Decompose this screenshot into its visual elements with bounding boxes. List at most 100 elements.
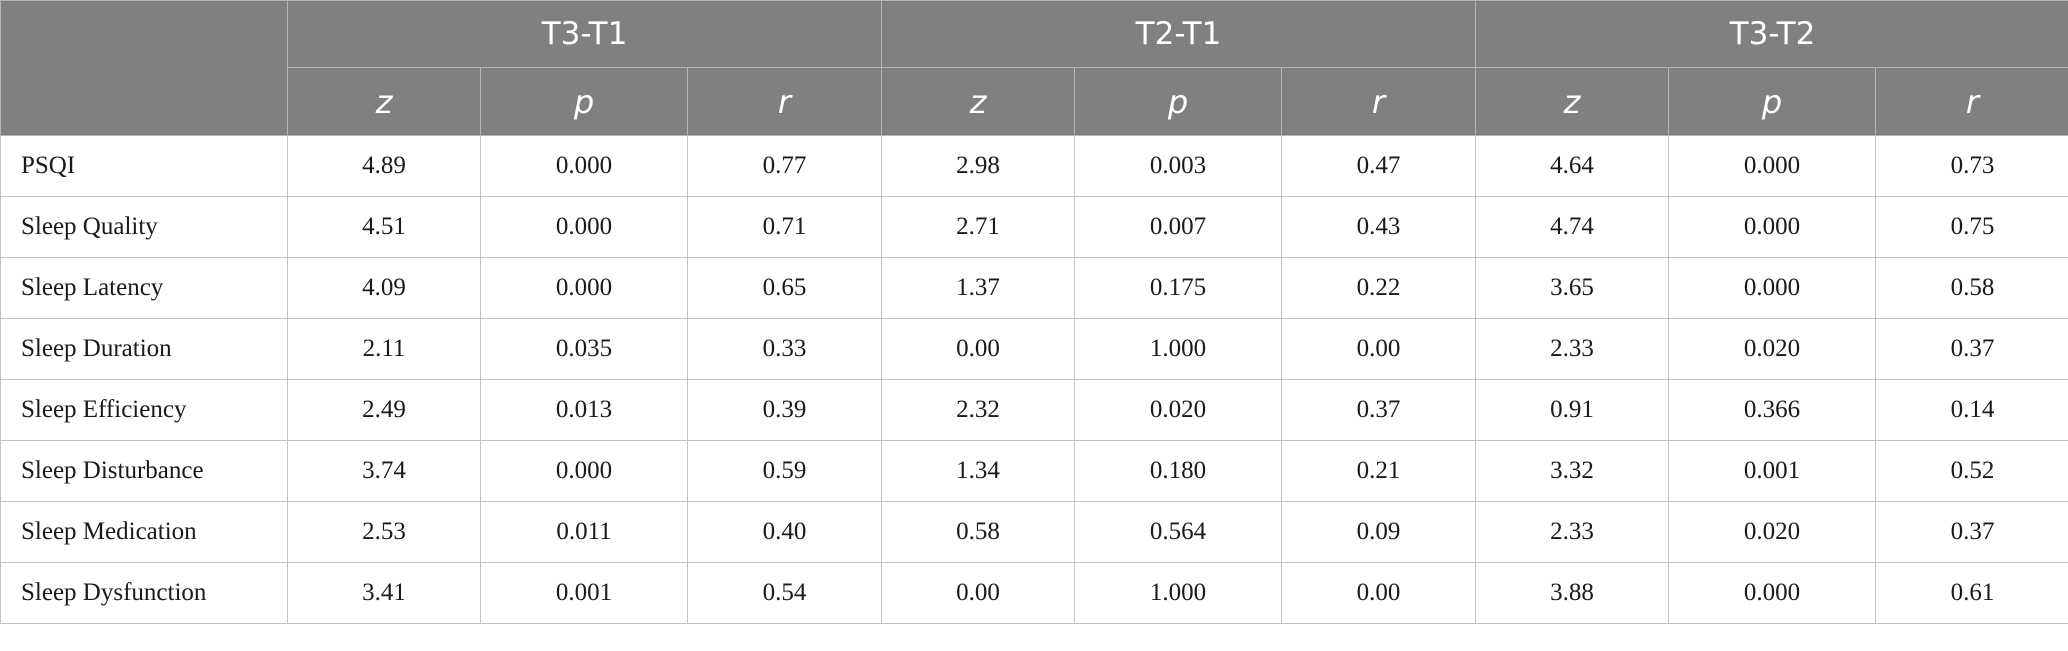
group-header-t3-t2: T3-T2: [1475, 0, 2068, 68]
row-label: Sleep Quality: [0, 196, 288, 258]
cell-t3-t2-p: 0.020: [1668, 318, 1876, 380]
cell-t2-t1-p: 0.003: [1074, 135, 1282, 197]
cell-t2-t1-r: 0.43: [1281, 196, 1476, 258]
cell-t2-t1-r: 0.37: [1281, 379, 1476, 441]
cell-t3-t1-z: 3.74: [287, 440, 481, 502]
cell-t3-t2-p: 0.000: [1668, 196, 1876, 258]
cell-t3-t1-r: 0.59: [687, 440, 882, 502]
cell-t3-t2-r: 0.52: [1875, 440, 2068, 502]
cell-t2-t1-p: 1.000: [1074, 318, 1282, 380]
table-row: Sleep Quality 4.51 0.000 0.71 2.71 0.007 0.43 4…: [0, 196, 2068, 258]
cell-t2-t1-z: 1.37: [881, 257, 1075, 319]
cell-t2-t1-r: 0.47: [1281, 135, 1476, 197]
header-corner-cell: [0, 0, 288, 136]
sub-header-p: p: [1668, 67, 1876, 136]
cell-t2-t1-z: 0.00: [881, 562, 1075, 624]
cell-t3-t2-p: 0.366: [1668, 379, 1876, 441]
sub-header-r: r: [1281, 67, 1476, 136]
row-label: Sleep Medication: [0, 501, 288, 563]
cell-t3-t1-r: 0.71: [687, 196, 882, 258]
cell-t3-t1-z: 2.11: [287, 318, 481, 380]
cell-t3-t1-z: 4.09: [287, 257, 481, 319]
sub-header-r: r: [1875, 67, 2068, 136]
cell-t3-t1-p: 0.000: [480, 196, 688, 258]
cell-t2-t1-p: 1.000: [1074, 562, 1282, 624]
cell-t2-t1-p: 0.175: [1074, 257, 1282, 319]
cell-t3-t2-z: 3.88: [1475, 562, 1669, 624]
cell-t2-t1-z: 1.34: [881, 440, 1075, 502]
cell-t3-t1-r: 0.77: [687, 135, 882, 197]
cell-t3-t1-r: 0.33: [687, 318, 882, 380]
table-body: PSQI 4.89 0.000 0.77 2.98 0.003 0.47 4.64 0.000 0…: [0, 135, 2068, 624]
cell-t3-t1-z: 4.51: [287, 196, 481, 258]
cell-t3-t2-p: 0.000: [1668, 135, 1876, 197]
cell-t3-t2-z: 2.33: [1475, 501, 1669, 563]
cell-t3-t2-z: 2.33: [1475, 318, 1669, 380]
sub-header-z: z: [881, 67, 1075, 136]
table-row: Sleep Disturbance 3.74 0.000 0.59 1.34 0.180 0…: [0, 440, 2068, 502]
cell-t3-t1-p: 0.000: [480, 135, 688, 197]
cell-t3-t2-r: 0.75: [1875, 196, 2068, 258]
cell-t3-t1-z: 2.49: [287, 379, 481, 441]
cell-t2-t1-p: 0.020: [1074, 379, 1282, 441]
sub-header-z: z: [1475, 67, 1669, 136]
cell-t3-t2-p: 0.020: [1668, 501, 1876, 563]
cell-t2-t1-p: 0.180: [1074, 440, 1282, 502]
row-label: Sleep Latency: [0, 257, 288, 319]
table-row: Sleep Medication 2.53 0.011 0.40 0.58 0.564 0.…: [0, 501, 2068, 563]
table-header: T3-T1 T2-T1 T3-T2 z p r z p r z p r: [0, 0, 2068, 136]
table-row: Sleep Efficiency 2.49 0.013 0.39 2.32 0.020 0.…: [0, 379, 2068, 441]
cell-t2-t1-r: 0.00: [1281, 562, 1476, 624]
cell-t2-t1-r: 0.21: [1281, 440, 1476, 502]
row-label: PSQI: [0, 135, 288, 197]
cell-t3-t2-p: 0.001: [1668, 440, 1876, 502]
cell-t3-t1-r: 0.40: [687, 501, 882, 563]
group-header-row: T3-T1 T2-T1 T3-T2: [0, 0, 2068, 136]
cell-t2-t1-r: 0.00: [1281, 318, 1476, 380]
cell-t2-t1-z: 0.00: [881, 318, 1075, 380]
results-table: T3-T1 T2-T1 T3-T2 z p r z p r z p r PSQI…: [0, 0, 2068, 624]
cell-t2-t1-p: 0.007: [1074, 196, 1282, 258]
cell-t3-t1-p: 0.000: [480, 257, 688, 319]
sub-header-p: p: [480, 67, 688, 136]
cell-t3-t1-p: 0.000: [480, 440, 688, 502]
cell-t3-t1-z: 3.41: [287, 562, 481, 624]
row-label: Sleep Disturbance: [0, 440, 288, 502]
table-row: Sleep Dysfunction 3.41 0.001 0.54 0.00 1.000 0…: [0, 562, 2068, 624]
table-row: Sleep Latency 4.09 0.000 0.65 1.37 0.175 0.22 3…: [0, 257, 2068, 319]
cell-t2-t1-z: 2.71: [881, 196, 1075, 258]
cell-t3-t2-z: 0.91: [1475, 379, 1669, 441]
table-row: Sleep Duration 2.11 0.035 0.33 0.00 1.000 0.00…: [0, 318, 2068, 380]
group-header-t3-t1: T3-T1: [287, 0, 882, 68]
cell-t3-t2-z: 3.65: [1475, 257, 1669, 319]
cell-t3-t1-r: 0.65: [687, 257, 882, 319]
table-row: PSQI 4.89 0.000 0.77 2.98 0.003 0.47 4.64 0.000 0…: [0, 135, 2068, 197]
row-label: Sleep Dysfunction: [0, 562, 288, 624]
cell-t3-t1-p: 0.001: [480, 562, 688, 624]
cell-t3-t2-r: 0.37: [1875, 501, 2068, 563]
cell-t3-t2-p: 0.000: [1668, 562, 1876, 624]
cell-t3-t1-p: 0.011: [480, 501, 688, 563]
cell-t3-t2-z: 4.64: [1475, 135, 1669, 197]
row-label: Sleep Efficiency: [0, 379, 288, 441]
cell-t3-t2-r: 0.61: [1875, 562, 2068, 624]
group-header-t2-t1: T2-T1: [881, 0, 1476, 68]
cell-t3-t2-r: 0.73: [1875, 135, 2068, 197]
cell-t3-t1-r: 0.54: [687, 562, 882, 624]
sub-header-p: p: [1074, 67, 1282, 136]
cell-t2-t1-z: 0.58: [881, 501, 1075, 563]
cell-t3-t2-r: 0.14: [1875, 379, 2068, 441]
cell-t3-t1-p: 0.035: [480, 318, 688, 380]
cell-t3-t2-r: 0.37: [1875, 318, 2068, 380]
cell-t3-t1-z: 4.89: [287, 135, 481, 197]
row-label: Sleep Duration: [0, 318, 288, 380]
cell-t3-t1-r: 0.39: [687, 379, 882, 441]
cell-t2-t1-z: 2.98: [881, 135, 1075, 197]
cell-t3-t2-z: 4.74: [1475, 196, 1669, 258]
cell-t3-t2-p: 0.000: [1668, 257, 1876, 319]
sub-header-r: r: [687, 67, 882, 136]
sub-header-row: z p r z p r z p r: [1, 67, 2068, 136]
sub-header-z: z: [287, 67, 481, 136]
cell-t2-t1-r: 0.09: [1281, 501, 1476, 563]
cell-t3-t2-z: 3.32: [1475, 440, 1669, 502]
